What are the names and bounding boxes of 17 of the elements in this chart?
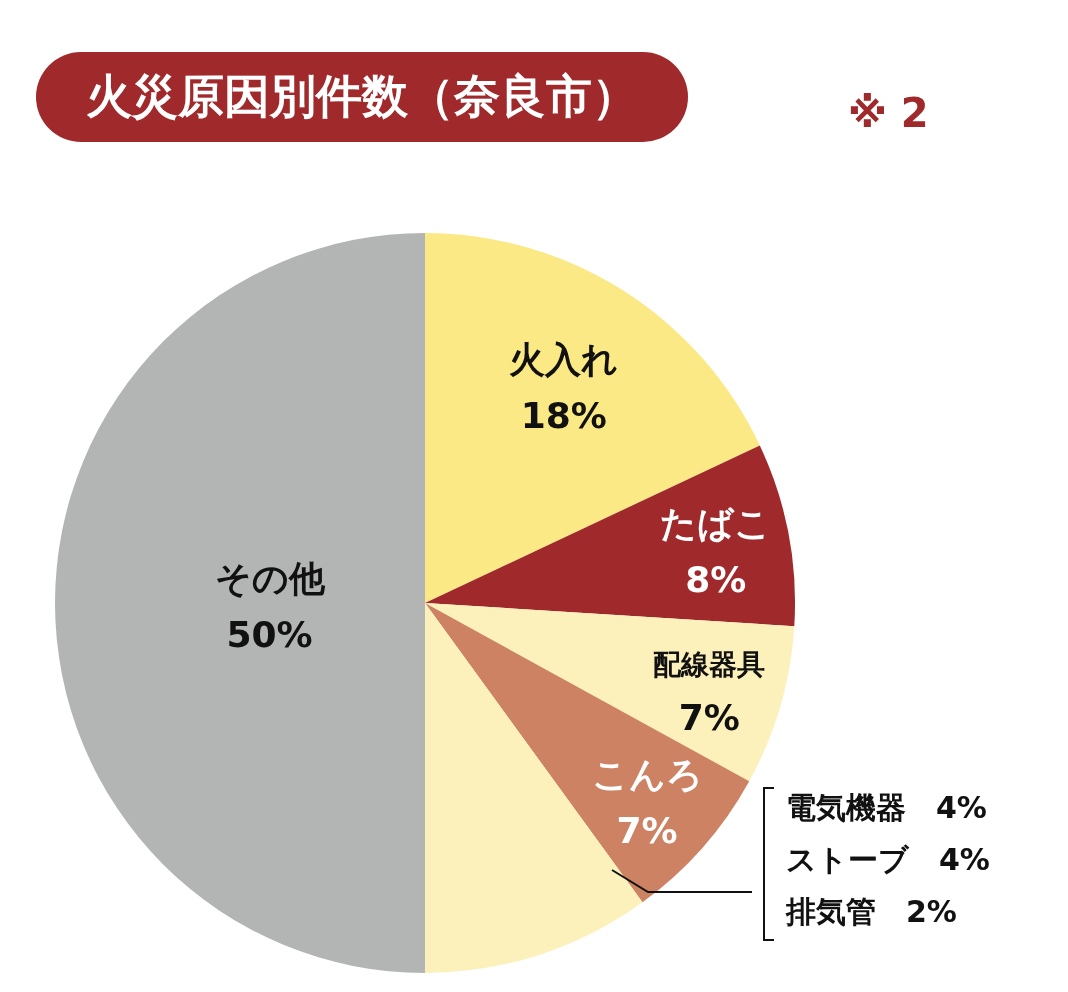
data-label: 50% — [226, 614, 313, 655]
slice-label: その他 — [214, 558, 326, 599]
text: 電気機器 4% — [786, 789, 988, 827]
text: ストーブ 4% — [786, 841, 990, 879]
data-label: 7% — [678, 696, 740, 738]
slice-label: こんろ — [591, 753, 703, 795]
text: 排気管 2% — [786, 893, 958, 931]
slice-label: たばこ — [660, 502, 772, 544]
data-label: 7% — [616, 809, 678, 851]
data-label: 8% — [685, 558, 747, 600]
data-label: 18% — [520, 395, 607, 437]
pie-slice — [425, 445, 795, 627]
pie-slice — [55, 233, 425, 973]
text: ※ 2 — [848, 90, 929, 136]
slice-label: 配線器具 — [653, 647, 766, 681]
chart-title: 火災原因別件数（奈良市） — [36, 52, 688, 142]
slice-label: 火入れ — [509, 339, 619, 381]
